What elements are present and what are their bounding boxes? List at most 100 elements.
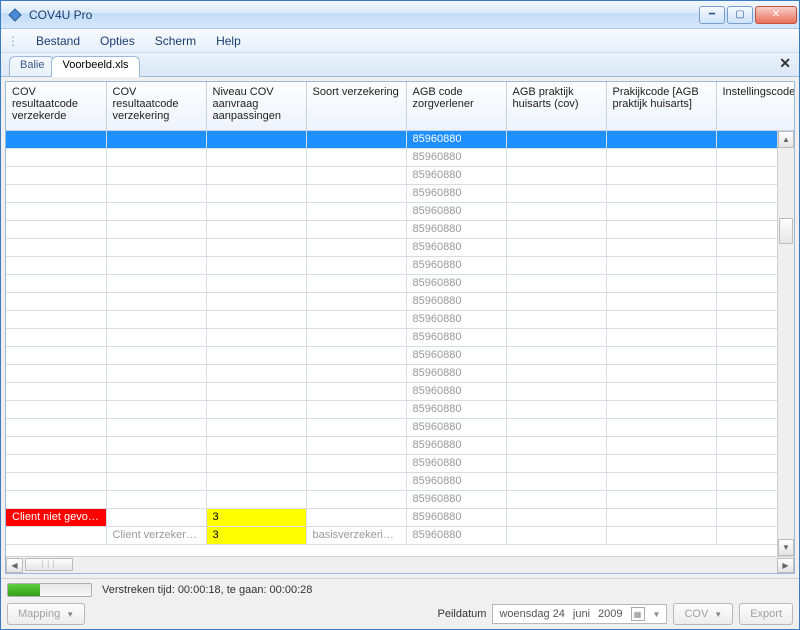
table-cell[interactable] [606,220,716,238]
table-cell[interactable] [106,346,206,364]
table-cell[interactable]: 85960880 [406,364,506,382]
table-cell[interactable] [106,292,206,310]
vscroll-track[interactable] [778,148,794,539]
cov-button[interactable]: COV ▼ [673,603,733,625]
column-header[interactable]: Niveau COV aanvraag aanpassingen [206,82,306,130]
horizontal-scrollbar[interactable]: ◀ │││ ▶ [6,556,794,573]
column-header[interactable]: Instellingscode [716,82,794,130]
table-cell[interactable] [506,400,606,418]
table-row[interactable]: 85960880 [6,472,794,490]
minimize-button[interactable]: ━ [699,6,725,24]
table-cell[interactable]: Client verzekerd. ... [106,526,206,544]
table-cell[interactable] [106,130,206,148]
table-cell[interactable] [506,166,606,184]
table-cell[interactable] [306,364,406,382]
table-cell[interactable] [6,454,106,472]
table-cell[interactable] [306,436,406,454]
table-row[interactable]: 85960880 [6,274,794,292]
table-cell[interactable] [606,418,716,436]
table-cell[interactable]: 85960880 [406,292,506,310]
table-cell[interactable]: 85960880 [406,220,506,238]
table-cell[interactable] [506,148,606,166]
hscroll-thumb[interactable]: │││ [25,558,73,571]
table-cell[interactable] [506,274,606,292]
table-cell[interactable] [106,256,206,274]
table-cell[interactable] [106,436,206,454]
table-cell[interactable] [106,364,206,382]
table-cell[interactable] [106,148,206,166]
table-cell[interactable] [106,274,206,292]
table-cell[interactable] [606,490,716,508]
table-cell[interactable]: 85960880 [406,310,506,328]
table-cell[interactable] [306,328,406,346]
column-header[interactable]: COV resultaatcode verzekering [106,82,206,130]
table-cell[interactable] [606,292,716,310]
table-cell[interactable] [106,382,206,400]
table-row[interactable]: 85960880 [6,382,794,400]
table-cell[interactable] [206,418,306,436]
table-cell[interactable] [106,202,206,220]
column-header[interactable]: COV resultaatcode verzekerde [6,82,106,130]
table-cell[interactable] [6,238,106,256]
table-cell[interactable] [206,130,306,148]
table-cell[interactable] [106,184,206,202]
table-cell[interactable] [206,220,306,238]
table-cell[interactable] [506,526,606,544]
table-cell[interactable]: 85960880 [406,166,506,184]
table-cell[interactable] [306,130,406,148]
table-cell[interactable] [306,220,406,238]
table-cell[interactable] [606,526,716,544]
table-row[interactable]: Client niet gevon...385960880 [6,508,794,526]
table-cell[interactable] [506,436,606,454]
table-cell[interactable] [6,400,106,418]
table-cell[interactable] [306,310,406,328]
table-cell[interactable]: 3 [206,508,306,526]
table-cell[interactable] [306,274,406,292]
table-row[interactable]: 85960880 [6,364,794,382]
menu-opties[interactable]: Opties [92,32,143,50]
table-cell[interactable]: 85960880 [406,346,506,364]
table-cell[interactable] [6,436,106,454]
table-cell[interactable] [6,382,106,400]
table-cell[interactable] [606,310,716,328]
table-cell[interactable] [506,220,606,238]
column-header[interactable]: Soort verzekering [306,82,406,130]
table-cell[interactable] [306,382,406,400]
table-cell[interactable] [206,364,306,382]
table-cell[interactable] [306,346,406,364]
table-cell[interactable] [506,454,606,472]
table-cell[interactable] [606,400,716,418]
table-cell[interactable] [306,184,406,202]
table-cell[interactable]: 85960880 [406,130,506,148]
scroll-down-icon[interactable]: ▼ [778,539,794,556]
table-cell[interactable] [206,310,306,328]
table-row[interactable]: 85960880 [6,436,794,454]
table-cell[interactable] [306,292,406,310]
table-cell[interactable] [506,382,606,400]
close-button[interactable]: ✕ [755,6,797,24]
table-cell[interactable] [206,436,306,454]
table-cell[interactable] [306,418,406,436]
table-cell[interactable]: 85960880 [406,418,506,436]
table-cell[interactable] [506,508,606,526]
table-cell[interactable] [606,472,716,490]
table-cell[interactable] [206,472,306,490]
table-cell[interactable] [306,400,406,418]
table-cell[interactable] [6,490,106,508]
table-cell[interactable] [306,238,406,256]
scroll-left-icon[interactable]: ◀ [6,558,23,573]
data-grid[interactable]: COV resultaatcode verzekerdeCOV resultaa… [6,82,794,545]
table-cell[interactable] [506,490,606,508]
table-cell[interactable] [106,328,206,346]
table-cell[interactable] [506,310,606,328]
table-cell[interactable] [306,472,406,490]
vertical-scrollbar[interactable]: ▲ ▼ [777,131,794,556]
table-cell[interactable] [506,184,606,202]
table-cell[interactable]: 85960880 [406,400,506,418]
table-cell[interactable] [6,184,106,202]
table-cell[interactable] [606,166,716,184]
table-cell[interactable] [106,472,206,490]
table-row[interactable]: 85960880 [6,400,794,418]
table-cell[interactable] [606,130,716,148]
table-row[interactable]: 85960880 [6,238,794,256]
